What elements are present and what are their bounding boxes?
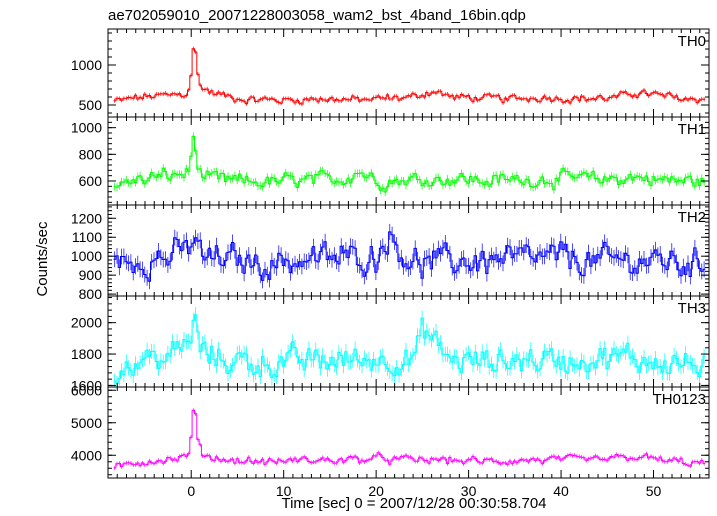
y-tick-label: 6000 (71, 382, 102, 398)
y-axis-label: Counts/sec (34, 221, 51, 297)
panel-label-th1: TH1 (678, 121, 706, 138)
panel-th3: 1600 1800 2000 TH3 (71, 295, 710, 393)
panel-frame (107, 386, 710, 479)
y-tick-label: 2000 (71, 315, 102, 331)
series-th1 (113, 135, 706, 193)
y-tick-label: 800 (79, 286, 103, 302)
y-tick-label: 900 (79, 267, 103, 283)
y-tick-label: 600 (79, 173, 103, 189)
series-th1-errorbars (114, 132, 705, 196)
panel-label-th2: TH2 (678, 209, 706, 226)
y-tick-label: 1200 (71, 210, 102, 226)
x-axis-label: Time [sec] 0 = 2007/12/28 00:30:58.704 (281, 495, 546, 512)
y-tick-label: 1100 (72, 229, 102, 245)
y-tick-label: 1000 (71, 57, 102, 73)
y-tick-label: 5000 (71, 415, 102, 431)
x-tick-label: 20 (368, 483, 384, 499)
x-tick-label: 50 (646, 483, 662, 499)
panel-label-th0123: TH0123 (653, 391, 706, 408)
panel-label-th3: TH3 (678, 300, 706, 317)
panel-frame (107, 116, 710, 206)
series-th0123 (113, 409, 706, 469)
series-th0123-errorbars (114, 408, 705, 471)
y-tick-label: 1800 (71, 346, 102, 362)
x-tick-label: 30 (461, 483, 477, 499)
x-tick-label: 40 (553, 483, 569, 499)
x-tick-label: 0 (187, 483, 195, 499)
y-tick-label: 1000 (71, 120, 102, 136)
series-th2 (113, 231, 706, 282)
y-tick-label: 1600 (71, 377, 102, 393)
panel-frame (107, 295, 710, 388)
y-tick-label: 4000 (71, 447, 102, 463)
chart-title: ae702059010_20071228003058_wam2_bst_4ban… (108, 7, 526, 24)
series-th0 (113, 48, 706, 105)
series-th3-errorbars (114, 307, 705, 387)
panel-th0123: 4000 5000 6000 TH0123 (71, 382, 710, 479)
y-tick-label: 800 (79, 146, 103, 162)
panel-th2: 800 900 1000 1100 1200 TH2 (71, 204, 710, 302)
y-tick-label: 500 (79, 97, 103, 113)
y-tick-label: 1000 (71, 248, 102, 264)
x-tick-label: 10 (276, 483, 292, 499)
panel-th1: 600 800 1000 TH1 (71, 116, 710, 206)
series-th3 (113, 314, 706, 384)
panel-label-th0: TH0 (678, 33, 706, 50)
panel-th0: 500 1000 TH0 (71, 28, 710, 118)
